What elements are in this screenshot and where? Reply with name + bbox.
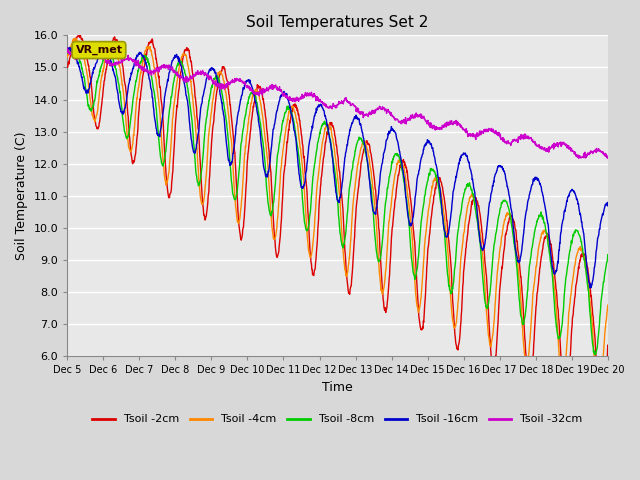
Y-axis label: Soil Temperature (C): Soil Temperature (C): [15, 132, 28, 260]
Text: VR_met: VR_met: [76, 45, 122, 55]
Legend: Tsoil -2cm, Tsoil -4cm, Tsoil -8cm, Tsoil -16cm, Tsoil -32cm: Tsoil -2cm, Tsoil -4cm, Tsoil -8cm, Tsoi…: [88, 410, 587, 429]
Title: Soil Temperatures Set 2: Soil Temperatures Set 2: [246, 15, 429, 30]
X-axis label: Time: Time: [322, 381, 353, 394]
